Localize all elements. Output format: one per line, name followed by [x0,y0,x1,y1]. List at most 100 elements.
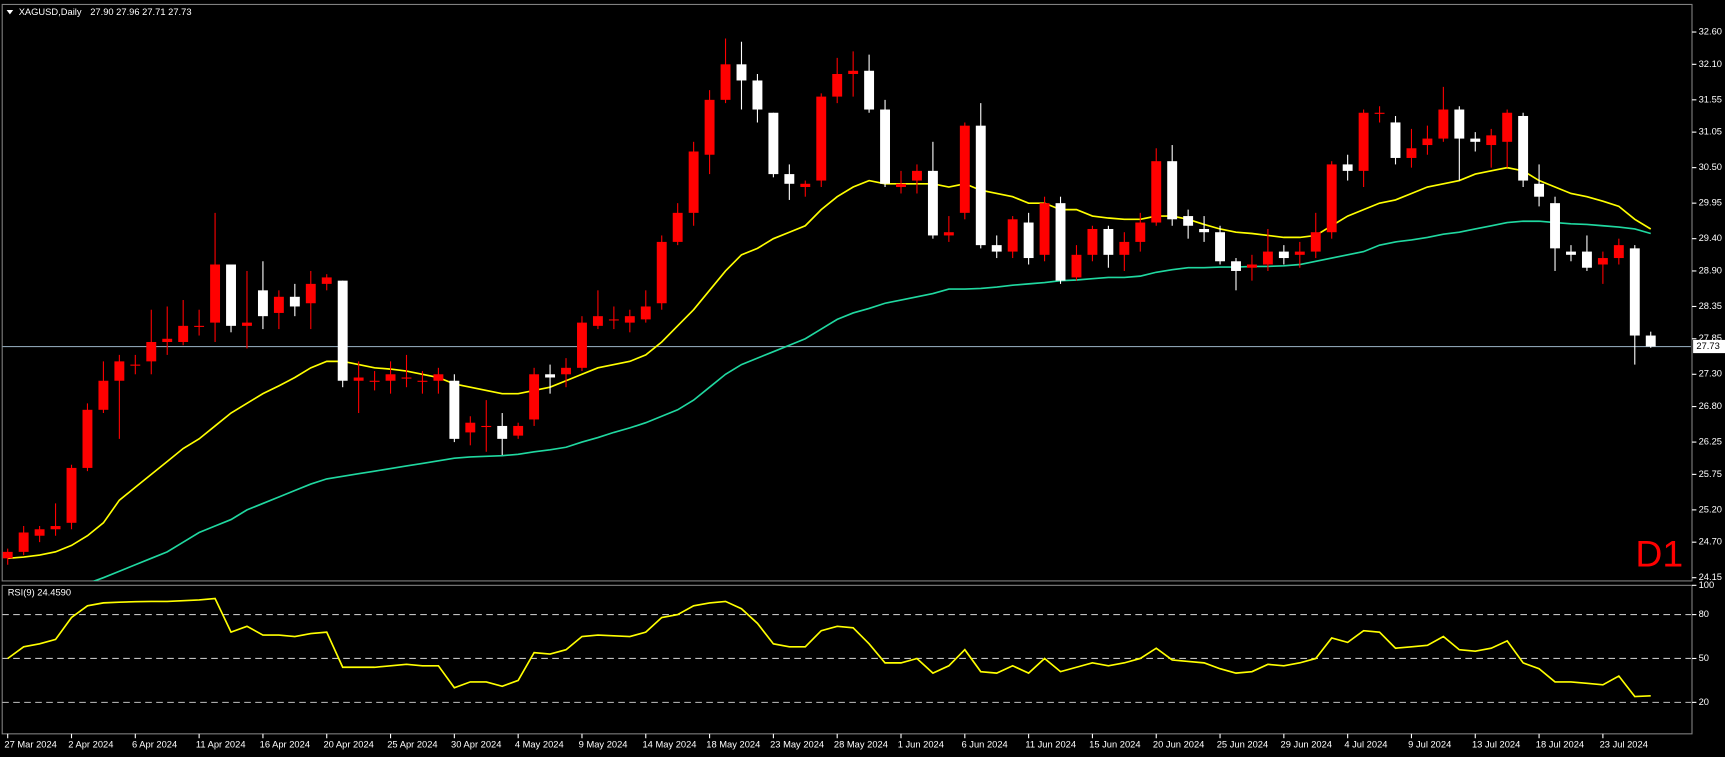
candle-body [800,183,811,188]
candle-body [1231,261,1241,271]
candle-body [832,74,843,97]
rsi-title: RSI(9) 24.4590 [8,587,71,597]
candle-body [433,374,444,381]
x-tick-label: 20 Apr 2024 [323,739,373,749]
candle-body [784,174,795,184]
candle-body [672,212,683,242]
y-tick-label: 27.85 [1699,333,1722,343]
candle-body [130,364,141,366]
candle-body [242,322,252,326]
x-tick-label: 16 Apr 2024 [260,739,310,749]
candle-body [497,425,508,439]
candle-body [1518,115,1529,181]
y-tick-label: 25.75 [1699,469,1722,479]
candle-body [257,290,268,317]
y-tick-label: 26.25 [1699,437,1722,447]
candle-body [162,338,173,342]
candle-body [656,241,667,304]
x-tick-label: 25 Jun 2024 [1217,739,1268,749]
candle-body [1103,228,1114,255]
y-tick-label: 25.20 [1699,504,1722,514]
x-tick-label: 25 Apr 2024 [387,739,437,749]
candle-body [1454,109,1465,139]
candle-body [1534,183,1545,197]
candle-body [1550,203,1560,249]
x-tick-label: 18 May 2024 [706,739,760,749]
ohlc-text: 27.90 27.96 27.71 27.73 [90,7,191,17]
rsi-plot [2,597,1691,703]
timeframe-label: D1 [1635,533,1683,575]
candle-body [1566,251,1576,255]
candle-body [624,316,635,323]
candle-body [1262,251,1273,265]
candle-body [1071,254,1082,278]
x-tick-label: 4 May 2024 [515,739,564,749]
candle-body [1629,248,1640,336]
candle-body [1358,112,1369,171]
menu-triangle[interactable] [6,9,14,15]
candle-body [1438,109,1449,139]
candle-body [481,425,492,428]
x-tick-label: 4 Jul 2024 [1344,739,1387,749]
candle-body [975,125,986,246]
x-tick-label: 6 Apr 2024 [132,739,177,749]
candle-body [608,319,619,321]
y-tick-label: 27.30 [1699,369,1722,379]
candle-body [401,377,412,379]
y-tick-label: 26.80 [1699,401,1722,411]
y-tick-label: 28.90 [1699,265,1722,275]
candle-body [816,96,827,181]
x-tick-label: 23 May 2024 [770,739,824,749]
y-tick-label: 28.35 [1699,301,1722,311]
rsi-y-tick-label: 100 [1699,580,1715,590]
candle-body [1246,264,1257,268]
candle-body [146,341,157,362]
candle-body [449,380,460,439]
candle-body [720,64,731,100]
candle-body [1119,241,1130,255]
rsi-y-tick-label: 20 [1699,697,1709,707]
x-tick-label: 20 Jun 2024 [1153,739,1204,749]
candle-body [1597,258,1608,265]
x-tick-label: 9 May 2024 [579,739,628,749]
x-tick-label: 1 Jun 2024 [898,739,944,749]
moving-average [92,220,1651,581]
rsi-line [7,597,1651,698]
candle-body [1215,232,1225,262]
candle-body [1342,164,1353,171]
candle-body [864,70,875,110]
moving-average [7,166,1652,560]
x-tick-label: 15 Jun 2024 [1089,739,1140,749]
candle-body [226,264,236,326]
y-tick-label: 30.50 [1699,162,1722,172]
candle-body [194,325,205,327]
x-tick-label: 14 May 2024 [642,739,696,749]
candle-body [912,170,922,181]
candle-body [178,325,189,342]
candle-body [465,422,476,433]
x-tick-label: 9 Jul 2024 [1408,739,1451,749]
candle-body [273,296,284,313]
candle-body [1007,219,1018,252]
candle-body [1023,222,1034,259]
candle-body [1151,161,1162,223]
candle-body [321,277,332,284]
candle-body [896,183,906,188]
candle-body [50,526,61,530]
candle-body [752,80,763,110]
x-tick-label: 6 Jun 2024 [962,739,1008,749]
candle-body [114,361,125,381]
y-tick-label: 29.95 [1699,198,1722,208]
x-tick-label: 30 Apr 2024 [451,739,501,749]
candle-body [1581,251,1592,268]
candle-body [1486,135,1497,146]
candle-body [289,296,300,307]
x-tick-label: 23 Jul 2024 [1600,739,1648,749]
symbol-title: XAGUSD,Daily [19,7,82,17]
candle-body [305,283,316,304]
candle-body [1470,138,1481,142]
candle-body [959,125,970,213]
y-tick-label: 32.60 [1699,27,1722,37]
candle-body [1199,228,1210,233]
candle-body [18,532,29,552]
